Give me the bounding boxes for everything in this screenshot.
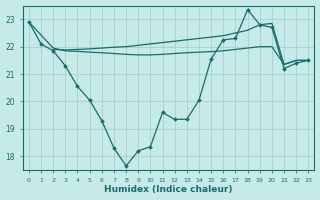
X-axis label: Humidex (Indice chaleur): Humidex (Indice chaleur) [104,185,233,194]
